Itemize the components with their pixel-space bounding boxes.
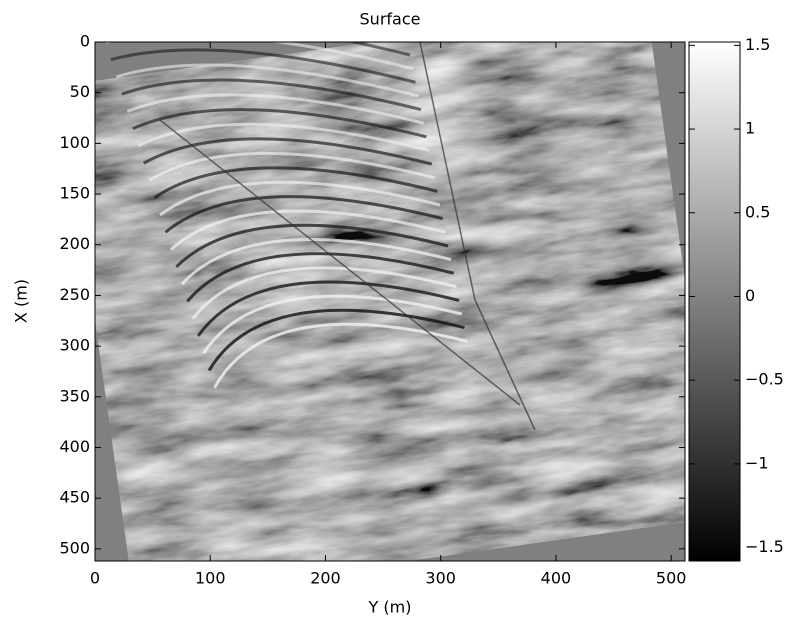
wake-stripe [164,195,444,234]
wake-stripe [148,151,435,182]
wake-stripe [137,122,430,152]
chart-title: Surface [360,10,421,29]
x-tick-label: 300 [425,569,456,588]
x-tick-label: 200 [310,569,341,588]
y-tick-label: 100 [59,133,90,152]
y-tick-label: 50 [70,82,90,101]
y-tick-label: 250 [59,285,90,304]
wake-stripe [153,166,438,199]
surface-image [95,42,685,561]
colorbar-tick-label: 1.5 [745,35,770,54]
colorbar-tick-label: 1 [745,119,755,138]
wake-stripe [175,223,449,268]
y-tick-label: 450 [59,488,90,507]
wake-stripe [159,180,441,217]
wake-stripe [126,93,424,125]
wake-stripe [207,308,465,372]
colorbar-tick-label: −0.5 [745,370,784,389]
y-tick-label: 0 [80,32,90,51]
colorbar [688,41,741,562]
wake-stripe [346,42,411,57]
wake-stripe [180,237,452,286]
y-tick-label: 350 [59,386,90,405]
colorbar-tick-label: −1.5 [745,537,784,556]
wake-stripe [213,322,468,389]
y-tick-label: 500 [59,538,90,557]
wake-stripe [105,42,414,71]
wake-arm [159,119,521,406]
wake-stripe [196,280,460,337]
wake-stripe [191,266,457,320]
colorbar-tick-label: 0.5 [745,202,770,221]
colorbar-tick-label: −1 [745,453,769,472]
x-tick-label: 500 [656,569,687,588]
wake-stripe [121,78,422,112]
y-tick-label: 150 [59,184,90,203]
plot-frame [94,41,686,562]
y-tick-label: 400 [59,437,90,456]
x-axis-label: Y (m) [368,598,412,617]
wake-stripe [142,137,433,166]
y-axis-label: X (m) [12,279,31,323]
x-tick-label: 100 [195,569,226,588]
wake-arm [419,42,536,431]
wake-stripe [132,108,427,139]
wake-stripe [110,48,416,84]
x-tick-label: 0 [90,569,100,588]
colorbar-tick-label: 0 [745,286,755,305]
wake-stripe [202,294,463,355]
x-tick-label: 400 [541,569,572,588]
y-tick-label: 200 [59,234,90,253]
wake-stripe [115,63,419,98]
wake-stripe [186,252,454,303]
y-tick-label: 300 [59,336,90,355]
